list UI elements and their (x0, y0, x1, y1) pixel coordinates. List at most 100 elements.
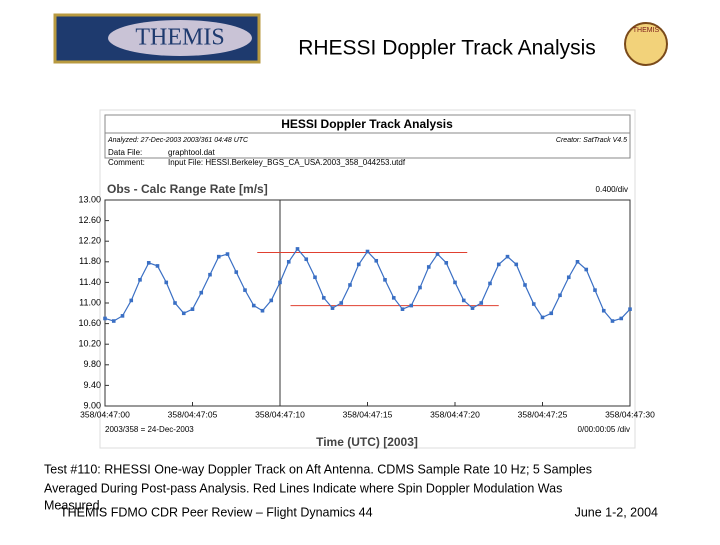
creator: Creator: SatTrack V4.5 (556, 137, 627, 144)
data-point (584, 267, 589, 272)
data-point (356, 262, 361, 267)
data-point (181, 311, 186, 316)
image-title: HESSI Doppler Track Analysis (281, 117, 453, 131)
data-point (488, 281, 492, 286)
data-point (619, 316, 624, 321)
data-point (418, 285, 422, 290)
data-point (251, 303, 256, 308)
x-tick-label: 358/04:47:25 (518, 409, 568, 419)
data-point (313, 275, 317, 280)
data-point (321, 296, 326, 300)
data-point (260, 308, 265, 313)
data-point (514, 262, 519, 267)
data-point (444, 261, 449, 265)
data-point (601, 308, 606, 313)
y-tick-label: 13.00 (78, 194, 101, 204)
comment: Input File: HESSI.Berkeley_BGS_CA_USA.20… (168, 158, 406, 167)
data-point (540, 315, 545, 320)
data-point (199, 290, 204, 295)
data-point (523, 283, 527, 287)
data-point (243, 288, 247, 292)
data-point (120, 314, 125, 318)
data-point (461, 298, 466, 303)
data-point (103, 316, 107, 321)
chart-image (99, 109, 636, 449)
data-point (339, 301, 344, 305)
data-point (628, 307, 632, 311)
x-tick-label: 358/04:47:00 (80, 409, 130, 419)
data-point (173, 301, 177, 305)
data-file-label: Data File: (108, 148, 142, 157)
data-point (190, 307, 195, 311)
data-point (400, 307, 405, 311)
x-note-right: 0/00:00:05 /div (578, 425, 630, 434)
data-point (278, 280, 282, 285)
x-note-left: 2003/358 = 24-Dec-2003 (105, 425, 194, 434)
x-tick-label: 358/04:47:05 (168, 409, 218, 419)
data-point (286, 260, 291, 264)
data-point (208, 272, 212, 277)
y-tick-label: 9.00 (83, 400, 101, 410)
y-tick-label: 12.60 (78, 215, 101, 225)
x-tick-label: 358/04:47:20 (430, 409, 480, 419)
data-point (216, 254, 221, 259)
data-point (575, 260, 580, 264)
y-tick-label: 9.80 (83, 359, 101, 369)
logo-oval (108, 20, 252, 56)
y-tick-label: 9.40 (83, 380, 101, 390)
data-point (383, 278, 387, 282)
y-tick-label: 11.80 (79, 256, 101, 266)
data-point (593, 288, 597, 292)
slide-title: RHESSI Doppler Track Analysis (298, 37, 596, 60)
x-tick-label: 358/04:47:30 (605, 409, 655, 419)
data-file: graphtool.dat (168, 148, 215, 157)
data-point (234, 270, 239, 274)
chart-title: Obs - Calc Range Rate [m/s] (107, 182, 268, 196)
data-point (146, 261, 151, 265)
data-point (531, 302, 536, 306)
caption-line: Test #110: RHESSI One-way Doppler Track … (44, 462, 592, 476)
y-tick-label: 10.60 (78, 318, 101, 328)
data-point (479, 301, 484, 305)
data-point (374, 258, 379, 263)
data-point (111, 319, 116, 323)
data-point (365, 249, 370, 254)
data-point (505, 254, 510, 259)
x-axis-label: Time (UTC) [2003] (316, 435, 418, 449)
data-point (426, 265, 431, 269)
y-tick-label: 12.20 (78, 236, 101, 246)
data-point (155, 264, 160, 268)
analyzed: Analyzed: 27-Dec-2003 2003/361 04:48 UTC (107, 137, 249, 144)
comment-label: Comment: (108, 158, 145, 167)
logo-badge (624, 22, 668, 66)
footer-right: June 1-2, 2004 (575, 505, 658, 519)
data-point (496, 262, 501, 267)
data-point (566, 275, 571, 280)
data-point (549, 311, 554, 316)
data-point (435, 252, 440, 256)
data-point (348, 283, 352, 287)
data-point (138, 278, 142, 282)
footer-left: THEMIS FDMO CDR Peer Review – Flight Dyn… (60, 505, 373, 519)
y-tick-label: 11.40 (79, 277, 101, 287)
data-point (453, 280, 457, 285)
data-point (295, 247, 300, 251)
data-point (470, 306, 475, 310)
caption-line: Measured. (44, 498, 103, 512)
x-tick-label: 358/04:47:15 (343, 409, 393, 419)
badge-text: THEMIS (633, 27, 660, 34)
y-scale-note: 0.400/div (596, 185, 628, 194)
y-tick-label: 10.20 (78, 339, 101, 349)
data-point (610, 319, 615, 323)
data-point (409, 303, 414, 308)
caption-line: Averaged During Post-pass Analysis. Red … (44, 481, 562, 495)
data-point (558, 293, 562, 298)
data-point (225, 252, 230, 256)
x-tick-label: 358/04:47:10 (255, 409, 305, 419)
data-point (269, 298, 274, 303)
data-point (330, 306, 335, 310)
data-point (129, 298, 134, 303)
data-point (391, 296, 396, 300)
